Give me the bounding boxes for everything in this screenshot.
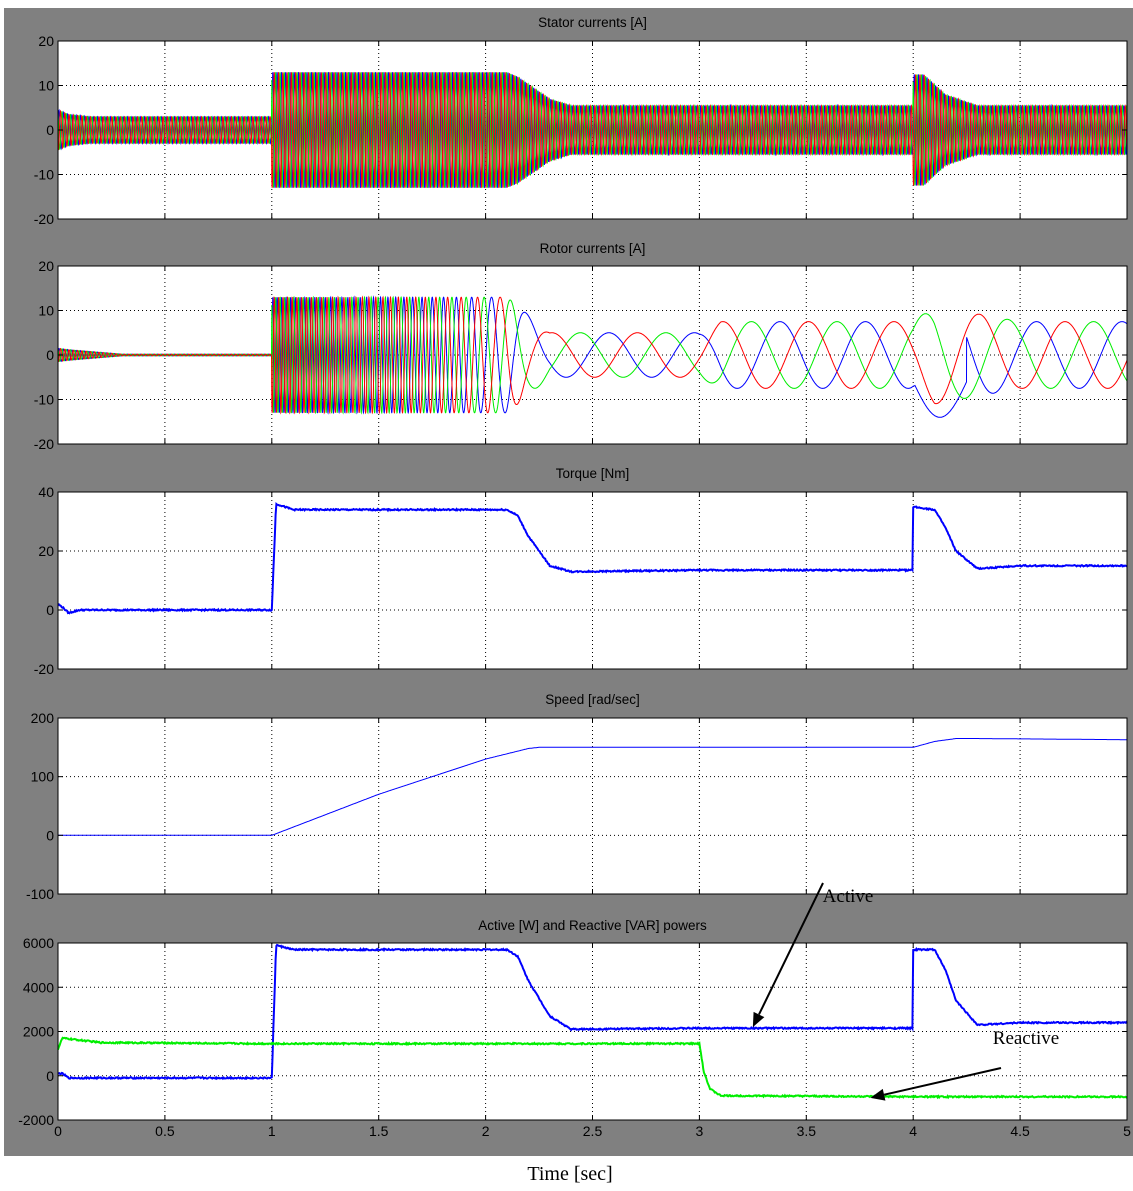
rotor-ytick-label: 20	[38, 258, 54, 274]
power-xtick-label: 2.5	[583, 1123, 603, 1139]
rotor-ytick-label: -20	[34, 436, 54, 452]
stator-ytick-label: -10	[34, 167, 54, 183]
torque-ytick-label: 40	[38, 484, 54, 500]
torque-data	[57, 501, 1128, 615]
torque-ytick-label: -20	[34, 661, 54, 677]
power-ytick-label: -2000	[18, 1112, 54, 1128]
power-panel: Active [W] and Reactive [VAR] powers -200…	[18, 882, 1131, 1139]
rotor-title: Rotor currents [A]	[540, 241, 646, 256]
stator-ytick-label: 0	[46, 122, 54, 138]
torque-panel: Torque [Nm] -20 0 20 40	[34, 466, 1128, 677]
power-xtick-label: 2	[482, 1123, 490, 1139]
power-ytick-label: 6000	[23, 935, 54, 951]
power-series-1-line	[57, 1036, 1128, 1100]
torque-grid	[58, 492, 1127, 669]
speed-ytick-label: 200	[31, 710, 55, 726]
speed-ytick-label: -100	[26, 886, 54, 902]
power-data	[57, 943, 1128, 1100]
torque-ytick-label: 0	[46, 602, 54, 618]
stator-ytick-label: 20	[38, 33, 54, 49]
power-ytick-label: 2000	[23, 1024, 54, 1040]
stator-data	[57, 72, 1128, 188]
stator-series-0-line	[57, 72, 1128, 188]
rotor-panel: Rotor currents [A] -20 -10 0 10 20	[34, 241, 1128, 452]
stator-ticks	[57, 40, 1128, 220]
torque-ytick-label: 20	[38, 543, 54, 559]
torque-series-0-line	[57, 501, 1128, 615]
power-xtick-label: 5	[1123, 1123, 1131, 1139]
power-ytick-label: 0	[46, 1068, 54, 1084]
power-xtick-label: 1.5	[369, 1123, 389, 1139]
annotation-reactive-label: Reactive	[993, 1028, 1059, 1049]
power-xtick-label: 4	[909, 1123, 917, 1139]
power-ticks	[57, 942, 1128, 1121]
annotation-reactive-arrow-shaft	[883, 1067, 1002, 1096]
power-xtick-label: 4.5	[1010, 1123, 1030, 1139]
rotor-ticks	[57, 265, 1128, 445]
x-axis-label: Time [sec]	[527, 1163, 612, 1185]
torque-ticks	[57, 491, 1128, 670]
stator-ytick-label: -20	[34, 211, 54, 227]
speed-ticks	[57, 717, 1128, 895]
rotor-series-2-line	[57, 295, 1128, 415]
stator-title: Stator currents [A]	[538, 15, 647, 30]
stator-panel: Stator currents [A] -20 -10 0 10 20	[34, 15, 1128, 227]
rotor-ytick-label: 10	[38, 303, 54, 319]
power-xtick-label: 3.5	[797, 1123, 817, 1139]
power-xtick-label: 3	[696, 1123, 704, 1139]
rotor-ytick-label: 0	[46, 347, 54, 363]
power-grid	[58, 943, 1127, 1120]
power-xtick-label: 0.5	[155, 1123, 175, 1139]
power-series-0-line	[57, 943, 1128, 1081]
speed-title: Speed [rad/sec]	[545, 692, 640, 707]
annotation-active-arrow-head	[752, 1011, 765, 1028]
speed-ytick-label: 100	[31, 769, 55, 785]
speed-series-0-line	[58, 738, 1127, 836]
torque-title: Torque [Nm]	[556, 466, 630, 481]
speed-panel: Speed [rad/sec] -100 0 100 200	[26, 692, 1128, 902]
power-xtick-label: 1	[268, 1123, 276, 1139]
speed-ytick-label: 0	[46, 827, 54, 843]
power-xtick-label: 0	[54, 1123, 62, 1139]
annotation-active-arrow-shaft	[758, 882, 824, 1015]
speed-grid	[58, 718, 1127, 894]
annotation-active-label: Active	[823, 886, 874, 907]
stator-series-1-line	[57, 72, 1128, 188]
rotor-data	[57, 295, 1128, 418]
rotor-ytick-label: -10	[34, 392, 54, 408]
stator-ytick-label: 10	[38, 78, 54, 94]
speed-data	[58, 738, 1127, 836]
power-ytick-label: 4000	[23, 979, 54, 995]
annotation-reactive-arrow-head	[870, 1088, 886, 1101]
power-title: Active [W] and Reactive [VAR] powers	[478, 918, 707, 933]
stator-series-2-line	[57, 72, 1128, 188]
